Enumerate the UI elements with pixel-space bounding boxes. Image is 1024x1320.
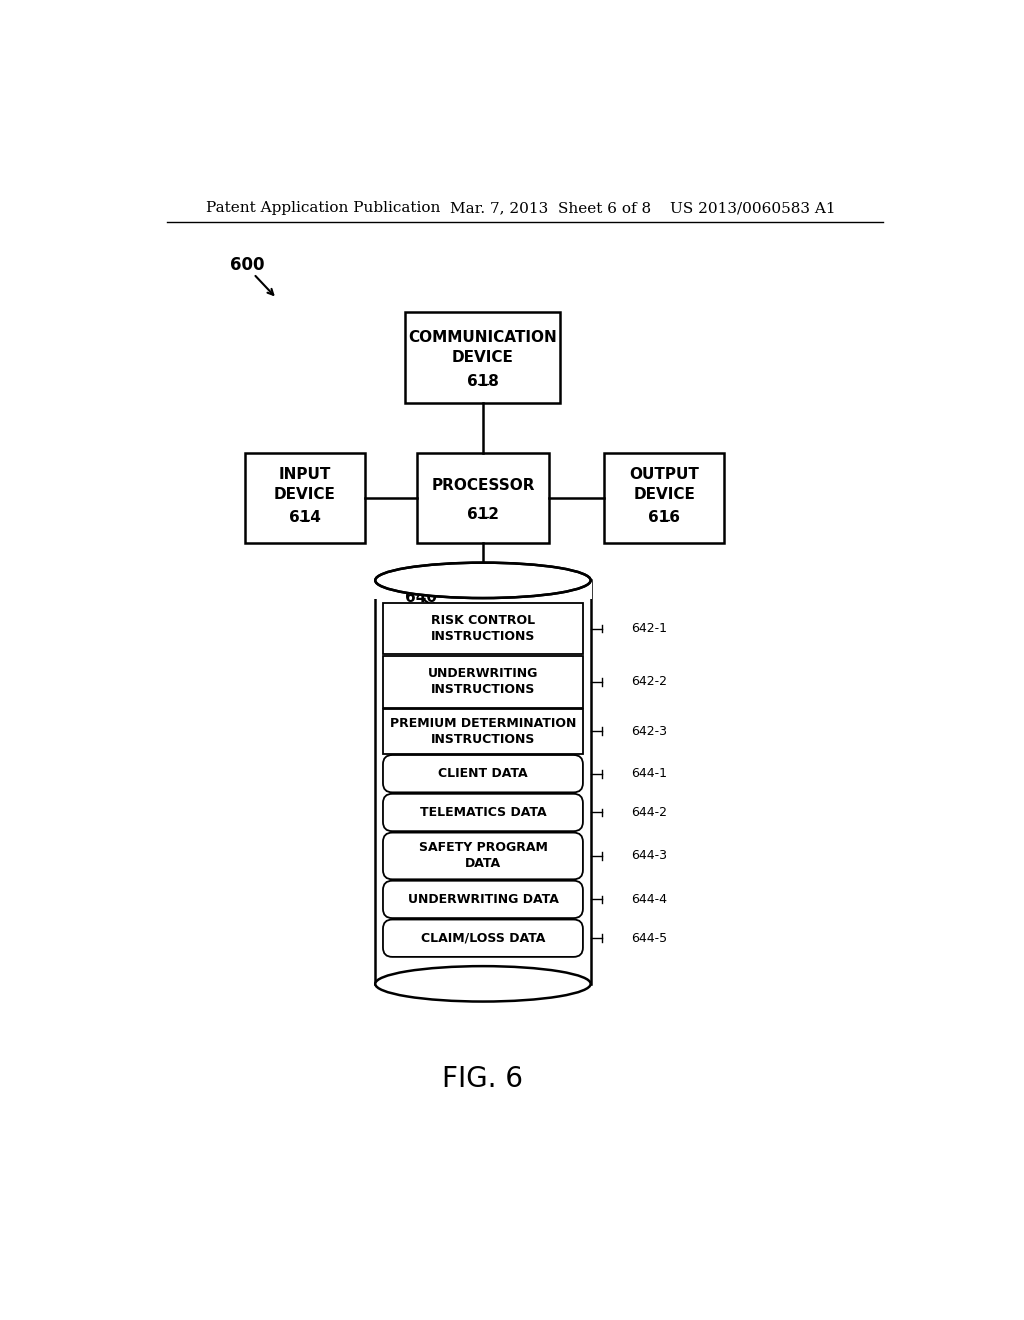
Text: FIG. 6: FIG. 6 [442, 1064, 523, 1093]
Text: PREMIUM DETERMINATION
INSTRUCTIONS: PREMIUM DETERMINATION INSTRUCTIONS [390, 717, 577, 746]
Bar [245, 453, 365, 544]
Text: 644-3: 644-3 [631, 850, 667, 862]
Bar [406, 313, 560, 404]
Ellipse shape [375, 966, 591, 1002]
Text: 644-5: 644-5 [631, 932, 667, 945]
Text: 600: 600 [230, 256, 265, 273]
FancyBboxPatch shape [383, 833, 583, 879]
Bar [383, 709, 583, 754]
Bar [374, 579, 592, 599]
Ellipse shape [375, 562, 591, 598]
Text: Patent Application Publication: Patent Application Publication [206, 202, 440, 215]
Text: COMMUNICATION
DEVICE: COMMUNICATION DEVICE [409, 330, 557, 366]
FancyBboxPatch shape [383, 793, 583, 832]
Text: 644-2: 644-2 [631, 807, 667, 818]
Text: SAFETY PROGRAM
DATA: SAFETY PROGRAM DATA [419, 841, 548, 870]
Bar [383, 603, 583, 655]
FancyBboxPatch shape [383, 755, 583, 792]
Text: 642-2: 642-2 [631, 676, 667, 688]
Text: 618: 618 [467, 374, 499, 389]
Text: CLIENT DATA: CLIENT DATA [438, 767, 527, 780]
Text: 640: 640 [406, 590, 437, 605]
Text: 616: 616 [648, 510, 680, 525]
Text: 642-3: 642-3 [631, 725, 667, 738]
Bar [417, 453, 549, 544]
Bar [383, 656, 583, 708]
Text: UNDERWRITING DATA: UNDERWRITING DATA [408, 892, 558, 906]
Text: 644-4: 644-4 [631, 892, 667, 906]
FancyBboxPatch shape [383, 880, 583, 919]
Text: TELEMATICS DATA: TELEMATICS DATA [420, 807, 546, 818]
Text: INPUT
DEVICE: INPUT DEVICE [273, 467, 336, 503]
Text: 614: 614 [289, 510, 321, 525]
Text: Mar. 7, 2013  Sheet 6 of 8: Mar. 7, 2013 Sheet 6 of 8 [450, 202, 650, 215]
Text: CLAIM/LOSS DATA: CLAIM/LOSS DATA [421, 932, 545, 945]
Text: PROCESSOR: PROCESSOR [431, 478, 535, 494]
Bar [604, 453, 724, 544]
Text: 612: 612 [467, 507, 499, 521]
Text: UNDERWRITING
INSTRUCTIONS: UNDERWRITING INSTRUCTIONS [428, 667, 539, 696]
Text: RISK CONTROL
INSTRUCTIONS: RISK CONTROL INSTRUCTIONS [431, 614, 536, 643]
Text: OUTPUT
DEVICE: OUTPUT DEVICE [630, 467, 699, 503]
Text: US 2013/0060583 A1: US 2013/0060583 A1 [671, 202, 837, 215]
FancyBboxPatch shape [383, 920, 583, 957]
Text: 642-1: 642-1 [631, 622, 667, 635]
Text: 644-1: 644-1 [631, 767, 667, 780]
